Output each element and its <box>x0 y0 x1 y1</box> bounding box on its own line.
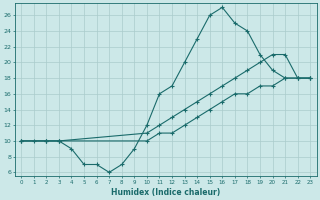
X-axis label: Humidex (Indice chaleur): Humidex (Indice chaleur) <box>111 188 220 197</box>
